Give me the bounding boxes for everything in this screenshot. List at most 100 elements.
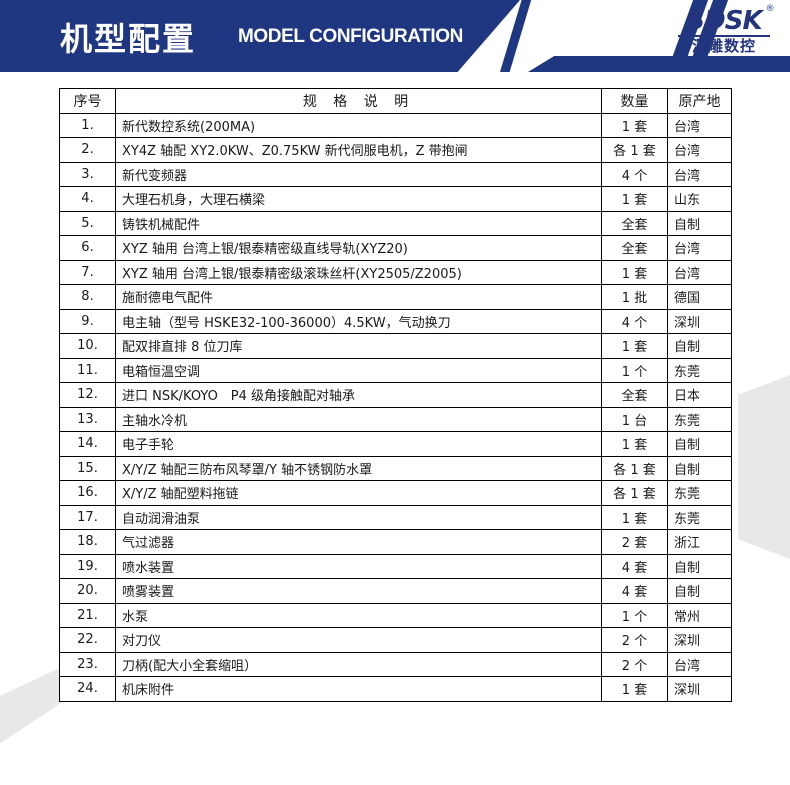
cell-origin: 自制 [667, 455, 732, 481]
cell-qty: 各 1 套 [601, 137, 668, 163]
cell-spec: 喷水装置 [115, 553, 602, 579]
registered-trademark-icon: ® [765, 4, 775, 14]
cell-spec: 对刀仪 [115, 627, 602, 653]
cell-qty: 各 1 套 [601, 480, 668, 506]
cell-qty: 1 套 [601, 676, 668, 702]
cell-qty: 4 个 [601, 161, 668, 187]
column-header-spec: 规 格 说 明 [115, 88, 602, 114]
decorative-shape-right [738, 372, 790, 562]
cell-origin: 东莞 [667, 480, 732, 506]
configuration-table: 序号 规 格 说 明 数量 原产地 1. 新代数控系统(200MA) 1 套台湾 2.… [59, 88, 732, 702]
table-body: 1. 新代数控系统(200MA) 1 套台湾 2. XY4Z 轴配 XY2.0KW、Z0… [59, 112, 732, 702]
company-logo: SDSK ® 深雕数控 [668, 4, 780, 64]
cell-spec: X/Y/Z 轴配塑料拖链 [115, 480, 602, 506]
cell-spec: 机床附件 [115, 676, 602, 702]
cell-qty: 1 个 [601, 357, 668, 383]
table-row: 22. 对刀仪 2 个深圳 [59, 627, 732, 653]
cell-origin: 山东 [667, 186, 732, 212]
cell-qty: 1 批 [601, 284, 668, 310]
cell-origin: 自制 [667, 210, 732, 236]
cell-spec: 电子手轮 [115, 431, 602, 457]
cell-origin: 深圳 [667, 627, 732, 653]
table-row: 6. XYZ 轴用 台湾上银/银泰精密级直线导轨(XYZ20) 全套 台湾 [59, 235, 732, 261]
cell-origin: 台湾 [667, 161, 732, 187]
table-row: 8. 施耐德电气配件 1 批德国 [59, 284, 732, 310]
cell-qty: 全套 [601, 210, 668, 236]
cell-no: 6. [59, 235, 116, 261]
cell-spec: 铸铁机械配件 [115, 210, 602, 236]
cell-no: 12. [59, 382, 116, 408]
logo-wordmark-text: SDSK [686, 6, 762, 36]
cell-qty: 各 1 套 [601, 455, 668, 481]
table-row: 15. X/Y/Z 轴配三防布风琴罩/Y 轴不锈钢防水罩各 1 套自制 [59, 455, 732, 481]
cell-qty: 2 个 [601, 627, 668, 653]
logo-name-chinese: 深雕数控 [691, 37, 756, 55]
cell-no: 16. [59, 480, 116, 506]
cell-spec: 施耐德电气配件 [115, 284, 602, 310]
cell-no: 11. [59, 357, 116, 383]
cell-spec: 新代变频器 [115, 161, 602, 187]
table-row: 13. 主轴水冷机 1 台东莞 [59, 406, 732, 432]
cell-spec: 刀柄(配大小全套缩咀） [115, 651, 602, 677]
configuration-table-container: 序号 规 格 说 明 数量 原产地 1. 新代数控系统(200MA) 1 套台湾 2.… [59, 88, 732, 702]
cell-no: 17. [59, 504, 116, 530]
cell-origin: 东莞 [667, 357, 732, 383]
cell-qty: 1 套 [601, 259, 668, 285]
cell-no: 22. [59, 627, 116, 653]
cell-spec: X/Y/Z 轴配三防布风琴罩/Y 轴不锈钢防水罩 [115, 455, 602, 481]
cell-qty: 2 套 [601, 529, 668, 555]
cell-qty: 4 套 [601, 578, 668, 604]
cell-no: 24. [59, 676, 116, 702]
table-row: 18. 气过滤器 2 套浙江 [59, 529, 732, 555]
table-row: 23. 刀柄(配大小全套缩咀） 2 个台湾 [59, 651, 732, 677]
table-row: 14. 电子手轮 1 套自制 [59, 431, 732, 457]
table-row: 3. 新代变频器 4 个台湾 [59, 161, 732, 187]
cell-origin: 台湾 [667, 112, 732, 138]
cell-qty: 1 套 [601, 504, 668, 530]
table-row: 9. 电主轴（型号 HSKE32-100-36000）4.5KW，气动换刀 4 个深… [59, 308, 732, 334]
cell-no: 7. [59, 259, 116, 285]
table-row: 7. XYZ 轴用 台湾上银/银泰精密级滚珠丝杆(XY2505/Z2005) 1 套… [59, 259, 732, 285]
cell-origin: 台湾 [667, 137, 732, 163]
cell-spec: 气过滤器 [115, 529, 602, 555]
cell-qty: 全套 [601, 235, 668, 261]
cell-spec: 主轴水冷机 [115, 406, 602, 432]
cell-origin: 自制 [667, 333, 732, 359]
cell-spec: XYZ 轴用 台湾上银/银泰精密级滚珠丝杆(XY2505/Z2005) [115, 259, 602, 285]
cell-no: 10. [59, 333, 116, 359]
header-bottom-bar [528, 56, 790, 72]
table-row: 17. 自动润滑油泵 1 套东莞 [59, 504, 732, 530]
cell-qty: 1 套 [601, 186, 668, 212]
cell-no: 23. [59, 651, 116, 677]
table-row: 11. 电箱恒温空调 1 个东莞 [59, 357, 732, 383]
cell-qty: 2 个 [601, 651, 668, 677]
table-row: 4. 大理石机身，大理石横梁 1 套山东 [59, 186, 732, 212]
cell-no: 18. [59, 529, 116, 555]
cell-spec: 进口 NSK/KOYO P4 级角接触配对轴承 [115, 382, 602, 408]
table-row: 21. 水泵 1 个常州 [59, 602, 732, 628]
cell-origin: 东莞 [667, 504, 732, 530]
cell-no: 9. [59, 308, 116, 334]
table-row: 20. 喷雾装置 4 套自制 [59, 578, 732, 604]
cell-origin: 日本 [667, 382, 732, 408]
cell-no: 21. [59, 602, 116, 628]
cell-qty: 1 套 [601, 333, 668, 359]
header-accent-block [0, 0, 520, 72]
cell-spec: XYZ 轴用 台湾上银/银泰精密级直线导轨(XYZ20) [115, 235, 602, 261]
cell-spec: 配双排直排 8 位刀库 [115, 333, 602, 359]
cell-qty: 4 个 [601, 308, 668, 334]
table-row: 12. 进口 NSK/KOYO P4 级角接触配对轴承 全套 日本 [59, 382, 732, 408]
table-header: 序号 规 格 说 明 数量 原产地 [59, 88, 732, 114]
page-header: 机型配置 MODEL CONFIGURATION SDSK ® 深雕数控 [0, 0, 790, 72]
cell-spec: 水泵 [115, 602, 602, 628]
cell-no: 3. [59, 161, 116, 187]
page-title-english: MODEL CONFIGURATION [238, 26, 463, 47]
cell-origin: 台湾 [667, 259, 732, 285]
table-row: 10. 配双排直排 8 位刀库 1 套自制 [59, 333, 732, 359]
cell-spec: 新代数控系统(200MA) [115, 112, 602, 138]
table-row: 24. 机床附件 1 套深圳 [59, 676, 732, 702]
cell-spec: 自动润滑油泵 [115, 504, 602, 530]
cell-no: 15. [59, 455, 116, 481]
cell-origin: 深圳 [667, 308, 732, 334]
logo-divider [678, 35, 770, 37]
